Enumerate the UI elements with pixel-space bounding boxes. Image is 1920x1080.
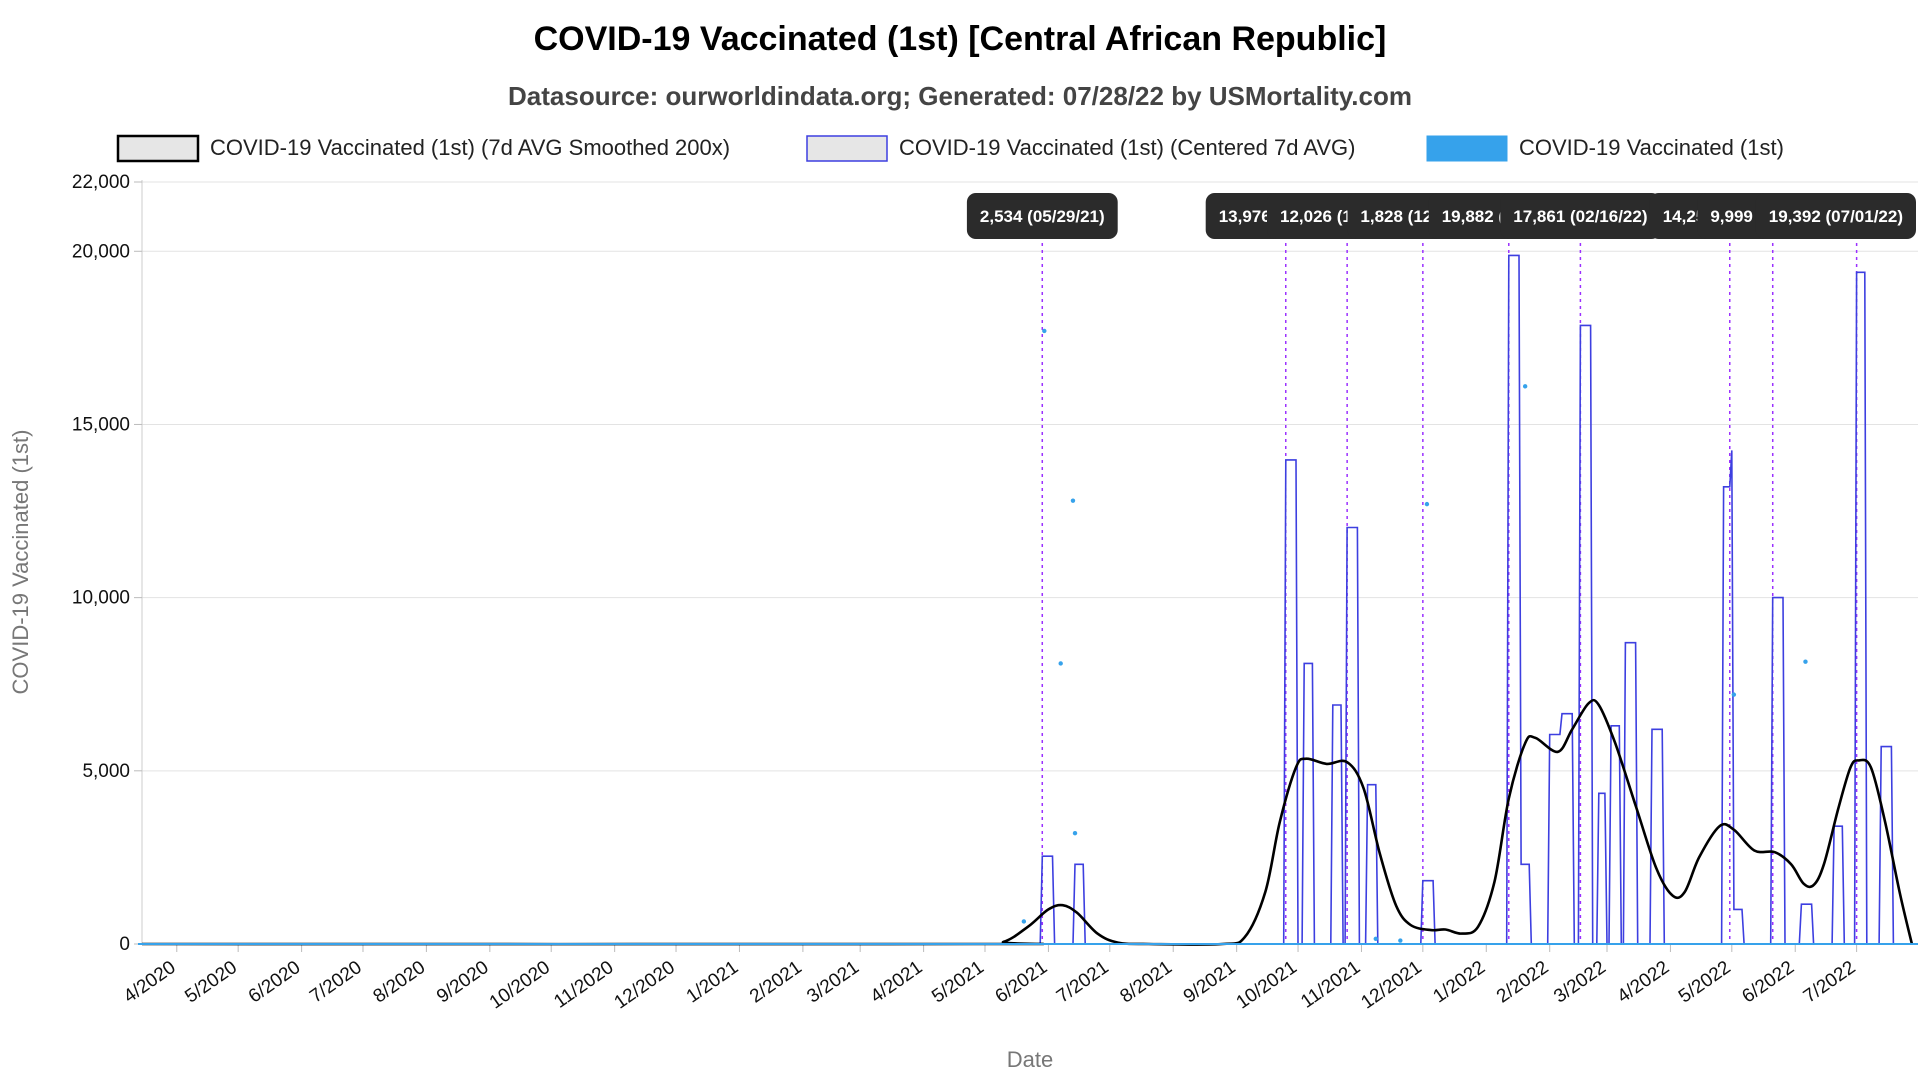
legend: COVID-19 Vaccinated (1st) (7d AVG Smooth…: [116, 134, 1784, 163]
daily-point[interactable]: [1522, 384, 1528, 389]
x-tick-label: 2/2022: [1493, 957, 1553, 1008]
marker-tooltip[interactable]: 17,861 (02/16/22): [1500, 193, 1661, 239]
legend-item-smoothed[interactable]: COVID-19 Vaccinated (1st) (7d AVG Smooth…: [116, 134, 730, 163]
x-tick-label: 6/2021: [992, 957, 1052, 1008]
chart-subtitle: Datasource: ourworldindata.org; Generate…: [508, 81, 1412, 111]
y-tick-label: 22,000: [72, 172, 130, 193]
x-tick-label: 1/2021: [683, 957, 743, 1008]
x-tick-label: 4/2021: [867, 957, 927, 1008]
daily-point[interactable]: [1042, 328, 1047, 334]
x-tick-label: 4/2022: [1614, 957, 1674, 1008]
daily-point[interactable]: [1072, 830, 1078, 836]
daily-point[interactable]: [1803, 659, 1808, 664]
x-tick-label: 8/2020: [370, 957, 430, 1008]
tooltip-box: [1755, 193, 1916, 239]
x-tick-label: 5/2022: [1675, 957, 1735, 1008]
smoothed-avg-line: [141, 698, 1914, 946]
marker-tooltip[interactable]: 19,392 (07/01/22): [1755, 193, 1916, 239]
tooltip-text: 19,392 (07/01/22): [1769, 207, 1903, 226]
legend-label-smoothed: COVID-19 Vaccinated (1st) (7d AVG Smooth…: [210, 135, 730, 160]
legend-item-daily[interactable]: COVID-19 Vaccinated (1st): [1426, 135, 1784, 162]
series-daily-points: [138, 328, 1918, 945]
centered-avg-line: [142, 254, 1916, 945]
tooltip-box: [1500, 193, 1661, 239]
legend-item-centered[interactable]: COVID-19 Vaccinated (1st) (Centered 7d A…: [806, 135, 1356, 162]
x-tick-label: 10/2020: [486, 957, 554, 1014]
legend-swatch-centered: [806, 135, 888, 162]
x-tick-label: 9/2021: [1180, 957, 1240, 1008]
legend-swatch-smoothed: [116, 134, 200, 163]
marker-tooltip[interactable]: 2,534 (05/29/21): [966, 193, 1118, 239]
x-tick-label: 4/2020: [120, 957, 180, 1008]
x-tick-label: 10/2021: [1233, 957, 1301, 1014]
daily-point[interactable]: [1021, 919, 1027, 924]
y-tick-label: 5,000: [82, 761, 130, 782]
tooltip-text: 17,861 (02/16/22): [1513, 207, 1647, 226]
daily-point[interactable]: [1731, 692, 1737, 697]
x-tick-label: 5/2021: [928, 957, 988, 1008]
x-tick-label: 6/2020: [245, 957, 305, 1008]
x-axis-ticks: 4/2020 5/2020 6/2020 7/2020 8/2020 9/202010/2…: [120, 944, 1859, 1013]
daily-point[interactable]: [1058, 661, 1063, 666]
x-tick-label: 11/2020: [550, 957, 617, 1013]
legend-label-centered: COVID-19 Vaccinated (1st) (Centered 7d A…: [899, 135, 1356, 160]
daily-point[interactable]: [1373, 936, 1378, 942]
y-axis-label: COVID-19 Vaccinated (1st): [8, 430, 33, 695]
series-smoothed-7d-avg: [141, 698, 1914, 946]
x-tick-label: 2/2021: [746, 957, 806, 1008]
legend-label-daily: COVID-19 Vaccinated (1st): [1519, 135, 1784, 160]
daily-point[interactable]: [1424, 501, 1430, 507]
legend-swatch-daily: [1426, 135, 1508, 162]
x-tick-label: 7/2021: [1053, 957, 1113, 1008]
daily-point[interactable]: [1398, 938, 1403, 943]
x-tick-label: 6/2022: [1738, 957, 1798, 1008]
daily-point[interactable]: [1070, 498, 1076, 503]
y-tick-label: 15,000: [72, 414, 130, 435]
tooltip-box: [966, 193, 1118, 239]
y-tick-label: 0: [119, 934, 130, 955]
y-tick-label: 10,000: [72, 588, 130, 609]
x-tick-label: 12/2020: [611, 957, 679, 1014]
y-axis-ticks: 0 5,000 10,000 15,000 20,000 22,000: [72, 172, 142, 955]
series-centered-7d-avg: [142, 254, 1916, 945]
x-tick-label: 12/2021: [1357, 957, 1425, 1014]
x-tick-label: 7/2020: [306, 957, 366, 1008]
marker-tooltips: 2,534 (05/29/21)13,976 (09/25/21)12,026 …: [966, 193, 1916, 239]
x-tick-label: 11/2021: [1297, 957, 1364, 1013]
x-tick-label: 5/2020: [181, 957, 241, 1008]
y-tick-label: 20,000: [72, 241, 130, 262]
tooltip-text: 2,534 (05/29/21): [980, 207, 1105, 226]
x-tick-label: 1/2022: [1429, 957, 1489, 1008]
x-tick-label: 3/2021: [803, 957, 863, 1008]
chart-title: COVID-19 Vaccinated (1st) [Central Afric…: [534, 20, 1387, 58]
x-tick-label: 3/2022: [1550, 957, 1610, 1008]
vertical-markers: [1041, 208, 1858, 944]
x-tick-label: 9/2020: [433, 957, 493, 1008]
x-tick-label: 8/2021: [1116, 957, 1176, 1008]
x-axis-label: Date: [1007, 1047, 1053, 1072]
x-tick-label: 7/2022: [1800, 957, 1860, 1008]
